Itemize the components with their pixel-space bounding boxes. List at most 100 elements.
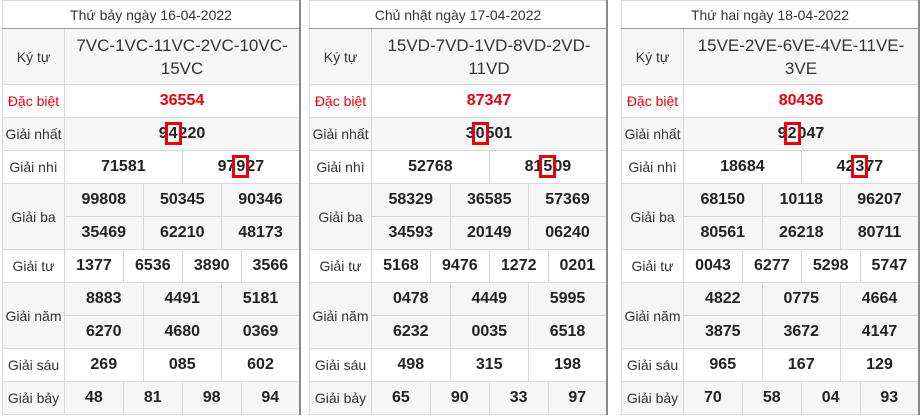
giai-tu-value: 1377 [64, 249, 124, 283]
giai-nhi-value: 42377 [800, 150, 920, 184]
dac-biet-label: Đặc biệt [621, 84, 684, 118]
giai-ba-value: 26218 [761, 216, 841, 250]
giai-sau-value: 129 [840, 348, 920, 382]
giai-bay-value: 97 [547, 381, 608, 415]
giai-tu-row: Giải tư 0043 6277 5298 5747 [621, 249, 920, 283]
giai-bay-value: 65 [371, 381, 431, 415]
giai-bay-value: 04 [800, 381, 861, 415]
giai-nam-value: 3875 [683, 315, 763, 349]
giai-tu-value: 0201 [547, 249, 608, 283]
giai-ba-value: 10118 [761, 183, 841, 217]
giai-sau-value: 965 [683, 348, 763, 382]
giai-nhi-label: Giải nhì [309, 150, 372, 184]
giai-ba-value: 48173 [221, 216, 301, 250]
giai-ba-label: Giải ba [621, 183, 684, 250]
giai-tu-label: Giải tư [621, 249, 684, 283]
giai-tu-value: 9476 [429, 249, 490, 283]
dac-biet-label: Đặc biệt [309, 84, 372, 118]
giai-nam-value: 3672 [761, 315, 841, 349]
dac-biet-label: Đặc biệt [2, 84, 65, 118]
ky-tu-label: Ký tự [2, 28, 65, 85]
giai-nam-label: Giải năm [2, 282, 65, 349]
giai-bay-value: 48 [64, 381, 124, 415]
giai-tu-value: 3890 [181, 249, 242, 283]
giai-nhat-label: Giải nhất [621, 117, 684, 151]
giai-ba-value: 36585 [449, 183, 529, 217]
giai-sau-value: 315 [449, 348, 529, 382]
giai-sau-value: 269 [64, 348, 144, 382]
header-row: Chủ nhật ngày 17-04-2022 [309, 0, 608, 29]
giai-ba-value: 57369 [528, 183, 608, 217]
giai-nam-row: 6232 0035 6518 [310, 315, 608, 349]
giai-sau-value: 167 [761, 348, 841, 382]
giai-nhi-value: 97927 [181, 150, 301, 184]
giai-bay-value: 70 [683, 381, 743, 415]
giai-nam-value: 5181 [221, 282, 301, 316]
ky-tu-value: 7VC-1VC-11VC-2VC-10VC-15VC [64, 28, 301, 85]
giai-nhi-value: 18684 [683, 150, 802, 184]
highlight-box: 9 [232, 155, 250, 178]
giai-nam-value: 6518 [528, 315, 608, 349]
giai-ba-label: Giải ba [2, 183, 65, 250]
giai-ba-row: 35469 62210 48173 [3, 216, 301, 250]
dac-biet-row: Đặc biệt 80436 [621, 84, 920, 118]
giai-ba-value: 50345 [142, 183, 222, 217]
date-title: Chủ nhật ngày 17-04-2022 [309, 0, 608, 29]
giai-nhi-row: Giải nhì 18684 42377 [621, 150, 920, 184]
highlight-box: 4 [164, 122, 182, 145]
giai-ba-value: 62210 [142, 216, 222, 250]
giai-bay-value: 94 [240, 381, 301, 415]
giai-ba-value: 80561 [683, 216, 763, 250]
giai-sau-value: 198 [528, 348, 608, 382]
giai-nam-label: Giải năm [309, 282, 372, 349]
dac-biet-row: Đặc biệt 36554 [2, 84, 301, 118]
giai-nam-value: 0035 [449, 315, 529, 349]
giai-nam-row: 3875 3672 4147 [622, 315, 920, 349]
highlight-box: 5 [539, 155, 557, 178]
giai-sau-row: Giải sáu 498 315 198 [309, 348, 608, 382]
giai-nhi-value: 71581 [64, 150, 183, 184]
result-table-2: Thứ hai ngày 18-04-2022 Ký tự 15VE-2VE-6VE… [621, 0, 920, 415]
giai-nhi-label: Giải nhì [2, 150, 65, 184]
giai-nhat-label: Giải nhất [309, 117, 372, 151]
giai-tu-row: Giải tư 1377 6536 3890 3566 [2, 249, 301, 283]
giai-ba-value: 06240 [528, 216, 608, 250]
giai-tu-value: 6277 [741, 249, 802, 283]
highlight-box: 0 [471, 122, 489, 145]
date-title: Thứ hai ngày 18-04-2022 [621, 0, 920, 29]
giai-nam-value: 0775 [761, 282, 841, 316]
giai-tu-value: 1272 [488, 249, 549, 283]
giai-nhat-value: 92047 [683, 117, 920, 151]
giai-bay-value: 58 [741, 381, 802, 415]
header-row: Thứ hai ngày 18-04-2022 [621, 0, 920, 29]
giai-nhat-value: 94220 [64, 117, 301, 151]
giai-sau-label: Giải sáu [2, 348, 65, 382]
dac-biet-value: 80436 [683, 84, 920, 118]
giai-nhi-row: Giải nhì 71581 97927 [2, 150, 301, 184]
ky-tu-label: Ký tự [621, 28, 684, 85]
ky-tu-row: Ký tự 7VC-1VC-11VC-2VC-10VC-15VC [2, 28, 301, 85]
giai-bay-value: 33 [488, 381, 549, 415]
dac-biet-row: Đặc biệt 87347 [309, 84, 608, 118]
giai-ba-value: 20149 [449, 216, 529, 250]
giai-nhat-row: Giải nhất 30501 [309, 117, 608, 151]
giai-bay-label: Giải bảy [2, 381, 65, 415]
giai-tu-label: Giải tư [2, 249, 65, 283]
highlight-box: 3 [851, 155, 869, 178]
giai-bay-value: 93 [859, 381, 920, 415]
giai-nhat-row: Giải nhất 94220 [2, 117, 301, 151]
ky-tu-row: Ký tự 15VE-2VE-6VE-4VE-11VE-3VE [621, 28, 920, 85]
giai-nam-value: 4822 [683, 282, 763, 316]
giai-ba-row: Giải ba 58329 36585 57369 [309, 183, 608, 250]
dac-biet-value: 87347 [371, 84, 608, 118]
header-row: Thứ bảy ngày 16-04-2022 [2, 0, 301, 29]
giai-sau-value: 602 [221, 348, 301, 382]
giai-ba-value: 99808 [64, 183, 144, 217]
giai-nam-row: Giải năm 8883 4491 5181 [2, 282, 301, 349]
giai-nhat-label: Giải nhất [2, 117, 65, 151]
giai-sau-row: Giải sáu 965 167 129 [621, 348, 920, 382]
giai-tu-row: Giải tư 5168 9476 1272 0201 [309, 249, 608, 283]
giai-nam-value: 4147 [840, 315, 920, 349]
giai-bay-label: Giải bảy [309, 381, 372, 415]
giai-bay-row: Giải bảy 65 90 33 97 [309, 381, 608, 415]
